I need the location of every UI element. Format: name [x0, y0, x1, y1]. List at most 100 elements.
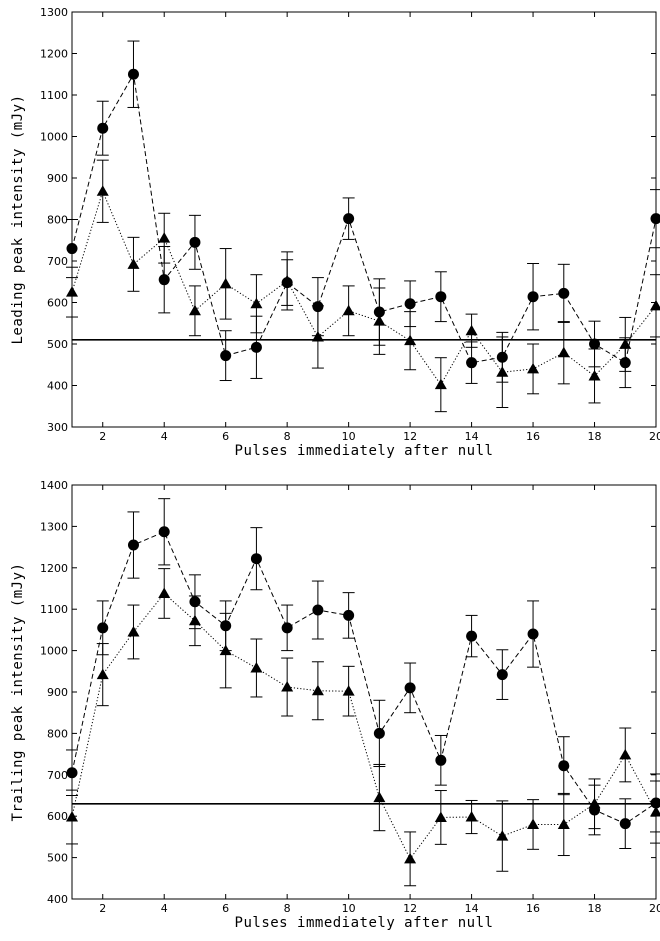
data-point-triangle: [557, 818, 570, 829]
data-point-triangle: [527, 362, 540, 374]
data-point-circle: [158, 274, 170, 286]
y-tick-label: 1300: [40, 6, 68, 19]
series-circles: [66, 498, 660, 849]
data-point-triangle: [311, 330, 324, 342]
series-line: [71, 592, 657, 860]
data-point-triangle: [158, 232, 171, 243]
series-circles: [66, 40, 660, 389]
data-point-triangle: [588, 369, 601, 381]
plot-frame: [71, 11, 657, 428]
data-point-circle: [650, 213, 660, 225]
x-tick-label: 4: [161, 902, 168, 915]
series-line: [71, 189, 657, 386]
data-point-triangle: [188, 304, 201, 316]
data-point-triangle: [127, 258, 140, 269]
leading-peak-panel: 300 400 500 600 700 800 900 1000 1100 1200 1300 2 4 6…: [10, 6, 660, 459]
data-point-triangle: [66, 811, 78, 822]
data-point-circle: [127, 68, 139, 80]
y-tick-label: 1400: [40, 479, 68, 492]
data-point-triangle: [404, 852, 417, 864]
data-point-triangle: [619, 748, 632, 760]
data-point-circle: [589, 338, 601, 350]
data-point-triangle: [527, 818, 540, 829]
data-point-triangle: [496, 366, 509, 377]
data-point-circle: [220, 350, 232, 362]
y-tick-label: 600: [47, 297, 68, 310]
data-point-triangle: [342, 685, 355, 696]
data-point-circle: [343, 609, 355, 621]
data-point-triangle: [373, 791, 386, 803]
x-tick-label: 2: [99, 430, 106, 443]
data-point-triangle: [250, 661, 263, 673]
x-axis-label: Pulses immediately after null: [235, 443, 494, 459]
data-point-triangle: [127, 625, 140, 637]
data-point-triangle: [434, 378, 447, 390]
data-point-circle: [312, 604, 324, 616]
y-tick-label: 1100: [40, 603, 68, 616]
data-point-circle: [127, 539, 139, 551]
data-point-circle: [527, 628, 539, 640]
data-point-circle: [343, 213, 355, 225]
y-axis-label: Leading peak intensity (mJy): [10, 94, 26, 344]
x-tick-label: 14: [465, 430, 479, 443]
data-point-circle: [250, 553, 262, 565]
data-point-circle: [373, 727, 385, 739]
y-axis-label: Trailing peak intensity (mJy): [10, 563, 26, 822]
data-point-triangle: [188, 614, 201, 626]
data-point-circle: [619, 818, 631, 830]
y-tick-label: 500: [47, 338, 68, 351]
trailing-peak-panel: 400 500 600 700 800 900 1000 1100 1200 1300 1400 2 4…: [10, 479, 660, 931]
x-tick-label: 16: [526, 902, 540, 915]
x-tick-label: 10: [342, 902, 356, 915]
x-tick-label: 12: [403, 430, 417, 443]
data-point-circle: [558, 287, 570, 299]
data-point-circle: [250, 341, 262, 353]
y-tick-label: 1100: [40, 89, 68, 102]
series-line: [71, 531, 657, 825]
data-point-triangle: [281, 681, 294, 692]
data-point-triangle: [588, 797, 601, 809]
data-point-circle: [435, 754, 447, 766]
series-triangles: [66, 568, 660, 887]
data-point-triangle: [650, 806, 660, 817]
x-tick-label: 14: [465, 902, 479, 915]
y-tick-label: 1200: [40, 562, 68, 575]
data-point-triangle: [96, 668, 109, 680]
data-point-triangle: [311, 684, 324, 696]
x-tick-label: 8: [284, 902, 291, 915]
series-line: [71, 72, 657, 364]
y-tick-label: 1200: [40, 48, 68, 61]
data-point-circle: [404, 298, 416, 310]
x-tick-label: 18: [588, 430, 602, 443]
y-tick-label: 1000: [40, 645, 68, 658]
data-point-circle: [650, 797, 660, 809]
data-point-triangle: [158, 587, 171, 598]
data-point-triangle: [219, 277, 232, 289]
y-tick-label: 300: [47, 421, 68, 434]
x-tick-label: 6: [222, 430, 229, 443]
data-point-triangle: [96, 185, 109, 196]
data-point-triangle: [404, 334, 417, 346]
x-tick-label: 18: [588, 902, 602, 915]
data-point-triangle: [342, 304, 355, 316]
x-axis-label: Pulses immediately after null: [235, 915, 494, 931]
data-point-triangle: [250, 297, 263, 309]
data-point-circle: [496, 669, 508, 681]
y-tick-label: 400: [47, 893, 68, 906]
data-point-triangle: [465, 324, 478, 336]
data-point-triangle: [281, 274, 294, 286]
y-tick-label: 700: [47, 769, 68, 782]
data-point-circle: [66, 243, 78, 255]
data-point-triangle: [465, 811, 478, 822]
y-tick-label: 600: [47, 810, 68, 823]
y-tick-label: 1000: [40, 131, 68, 144]
data-point-circle: [97, 122, 109, 134]
x-tick-label: 2: [99, 902, 106, 915]
data-point-circle: [189, 236, 201, 248]
data-point-triangle: [650, 299, 660, 311]
x-tick-label: 20: [649, 430, 660, 443]
data-point-triangle: [66, 286, 78, 297]
data-point-circle: [558, 760, 570, 772]
